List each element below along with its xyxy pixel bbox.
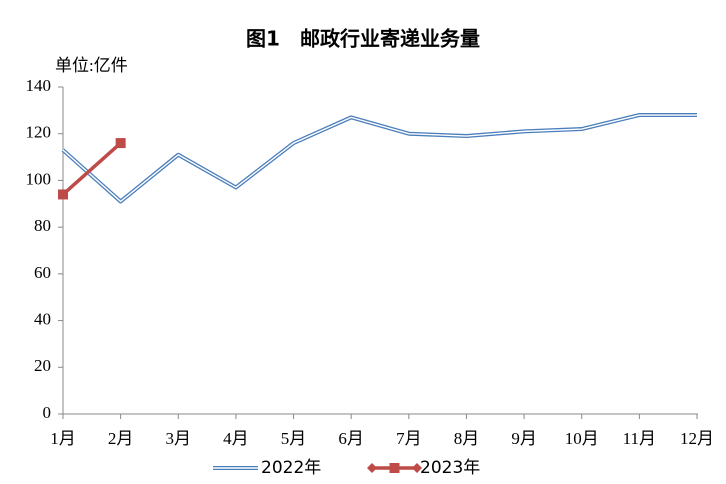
- x-tick-label: 10月: [565, 429, 599, 448]
- y-tick-label: 0: [43, 403, 52, 422]
- y-tick-label: 140: [26, 76, 52, 95]
- y-tick-label: 40: [34, 309, 51, 328]
- x-tick-label: 1月: [50, 429, 76, 448]
- point: [58, 189, 68, 200]
- x-tick-label: 11月: [623, 429, 656, 448]
- x-tick-label: 12月: [680, 429, 714, 448]
- x-tick-label: 3月: [166, 429, 192, 448]
- x-tick-label: 8月: [454, 429, 480, 448]
- legend-label: 2023年: [420, 458, 480, 478]
- x-tick-label: 5月: [281, 429, 307, 448]
- legend-label: 2022年: [261, 458, 321, 478]
- series-line: [61, 113, 697, 204]
- x-tick-label: 6月: [338, 429, 364, 448]
- series-line: [61, 141, 122, 196]
- chart-title: 图1 邮政行业寄递业务量: [246, 27, 480, 51]
- series-line-inner: [62, 114, 697, 203]
- y-tick-label: 100: [26, 169, 52, 188]
- x-tick-label: 4月: [223, 429, 249, 448]
- legend-diamond: [412, 463, 422, 473]
- x-tick-label: 9月: [511, 429, 537, 448]
- y-tick-label: 120: [26, 123, 52, 142]
- x-tick-label: 2月: [108, 429, 134, 448]
- y-tick-label: 60: [34, 263, 51, 282]
- point: [115, 138, 126, 149]
- y-unit: 单位:亿件: [55, 56, 128, 75]
- y-tick-label: 20: [34, 356, 51, 375]
- y-tick-label: 80: [34, 216, 51, 235]
- legend-marker: [389, 463, 400, 473]
- legend-diamond: [367, 463, 377, 473]
- x-tick-label: 7月: [396, 429, 422, 448]
